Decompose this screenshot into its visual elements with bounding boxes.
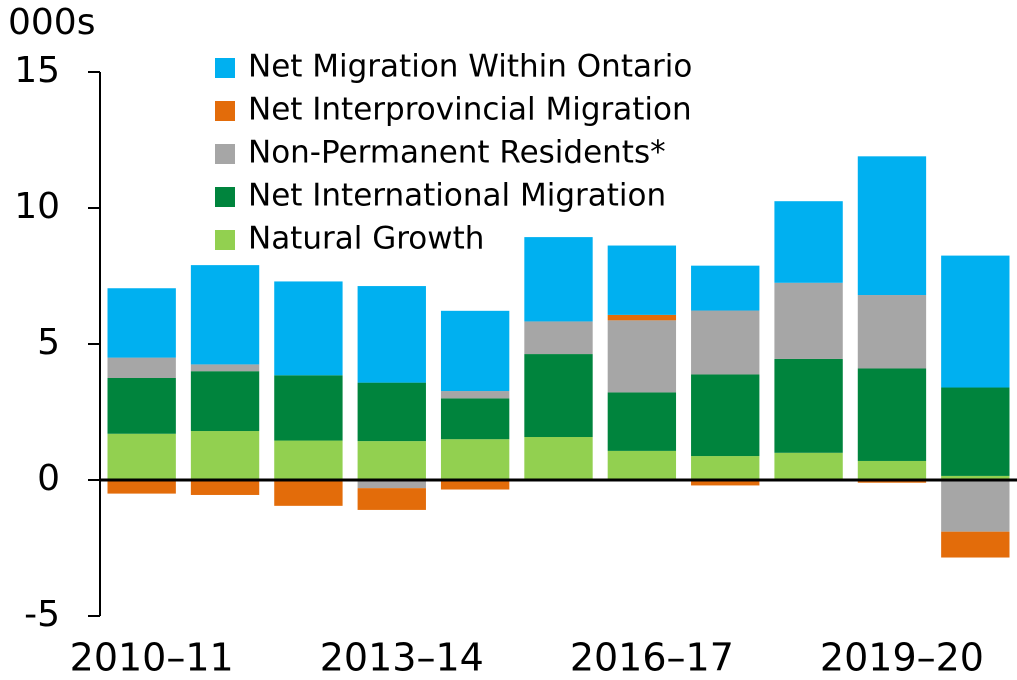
bar-segment bbox=[274, 281, 343, 376]
bar-segment bbox=[440, 391, 510, 399]
bar-segment bbox=[107, 378, 176, 434]
y-tick-label: -5 bbox=[24, 594, 60, 635]
bar-segment bbox=[107, 480, 176, 494]
bar-segment bbox=[107, 357, 176, 378]
bar-segment bbox=[857, 156, 927, 296]
bar-segment bbox=[274, 440, 343, 480]
bar-segment bbox=[857, 368, 927, 461]
bar-segment bbox=[190, 480, 260, 495]
bar-segment bbox=[524, 237, 593, 322]
bar-segment bbox=[857, 295, 927, 369]
bar-segment bbox=[691, 310, 760, 375]
bar-segment bbox=[190, 265, 260, 365]
bar-segment bbox=[524, 354, 593, 438]
bar-segment bbox=[357, 382, 426, 442]
x-tick-label: 2016–17 bbox=[570, 636, 734, 680]
y-tick-label: 15 bbox=[14, 50, 60, 91]
bar-segment bbox=[440, 310, 510, 392]
bar-segment bbox=[190, 371, 260, 432]
bar-segment bbox=[691, 456, 760, 480]
bar-segment bbox=[941, 255, 1010, 388]
bar-segment bbox=[440, 480, 510, 490]
legend-label: Net International Migration bbox=[248, 178, 666, 214]
x-tick-label: 2010–11 bbox=[70, 636, 234, 680]
bar-segment bbox=[607, 450, 677, 480]
bar-segment bbox=[774, 201, 843, 283]
bar-segment bbox=[440, 398, 510, 440]
y-tick-label: 0 bbox=[37, 458, 60, 499]
x-tick-label: 2019–20 bbox=[820, 636, 984, 680]
bar-segment bbox=[691, 265, 760, 311]
bar-segment bbox=[607, 392, 677, 451]
bar-segment bbox=[607, 320, 677, 393]
legend-swatch bbox=[215, 58, 235, 78]
bar-segment bbox=[107, 433, 176, 480]
legend-label: Net Interprovincial Migration bbox=[248, 92, 692, 128]
unit-label: 000s bbox=[8, 2, 95, 43]
legend-label: Net Migration Within Ontario bbox=[248, 49, 692, 85]
bar-segment bbox=[774, 282, 843, 359]
bar-segment bbox=[524, 437, 593, 480]
bar-segment bbox=[691, 374, 760, 457]
bar-segment bbox=[357, 480, 426, 489]
bar-segment bbox=[691, 480, 760, 486]
bar-segment bbox=[607, 314, 677, 321]
bar-segment bbox=[440, 439, 510, 480]
bar-segment bbox=[941, 475, 1010, 480]
legend-swatch bbox=[215, 230, 235, 250]
bar-segment bbox=[774, 358, 843, 453]
bar-segment bbox=[274, 375, 343, 441]
bar-segment bbox=[941, 387, 1010, 476]
x-tick-label: 2013–14 bbox=[320, 636, 484, 680]
bar-segment bbox=[190, 364, 260, 372]
bar-segment bbox=[190, 431, 260, 480]
legend-swatch bbox=[215, 101, 235, 121]
bar-segment bbox=[357, 488, 426, 510]
legend-swatch bbox=[215, 144, 235, 164]
bar-segment bbox=[274, 480, 343, 506]
bar-segment bbox=[941, 531, 1010, 558]
bar-segment bbox=[941, 480, 1010, 532]
bar-segment bbox=[857, 460, 927, 480]
legend-swatch bbox=[215, 187, 235, 207]
bar-segment bbox=[524, 321, 593, 355]
bar-segment bbox=[774, 452, 843, 480]
bar-segment bbox=[107, 288, 176, 358]
bar-segment bbox=[357, 441, 426, 480]
legend-label: Natural Growth bbox=[248, 221, 484, 257]
bar-segment bbox=[607, 245, 677, 315]
legend-label: Non-Permanent Residents* bbox=[248, 135, 666, 171]
bar-segment bbox=[357, 286, 426, 383]
y-tick-label: 10 bbox=[14, 186, 60, 227]
y-tick-label: 5 bbox=[37, 322, 60, 363]
